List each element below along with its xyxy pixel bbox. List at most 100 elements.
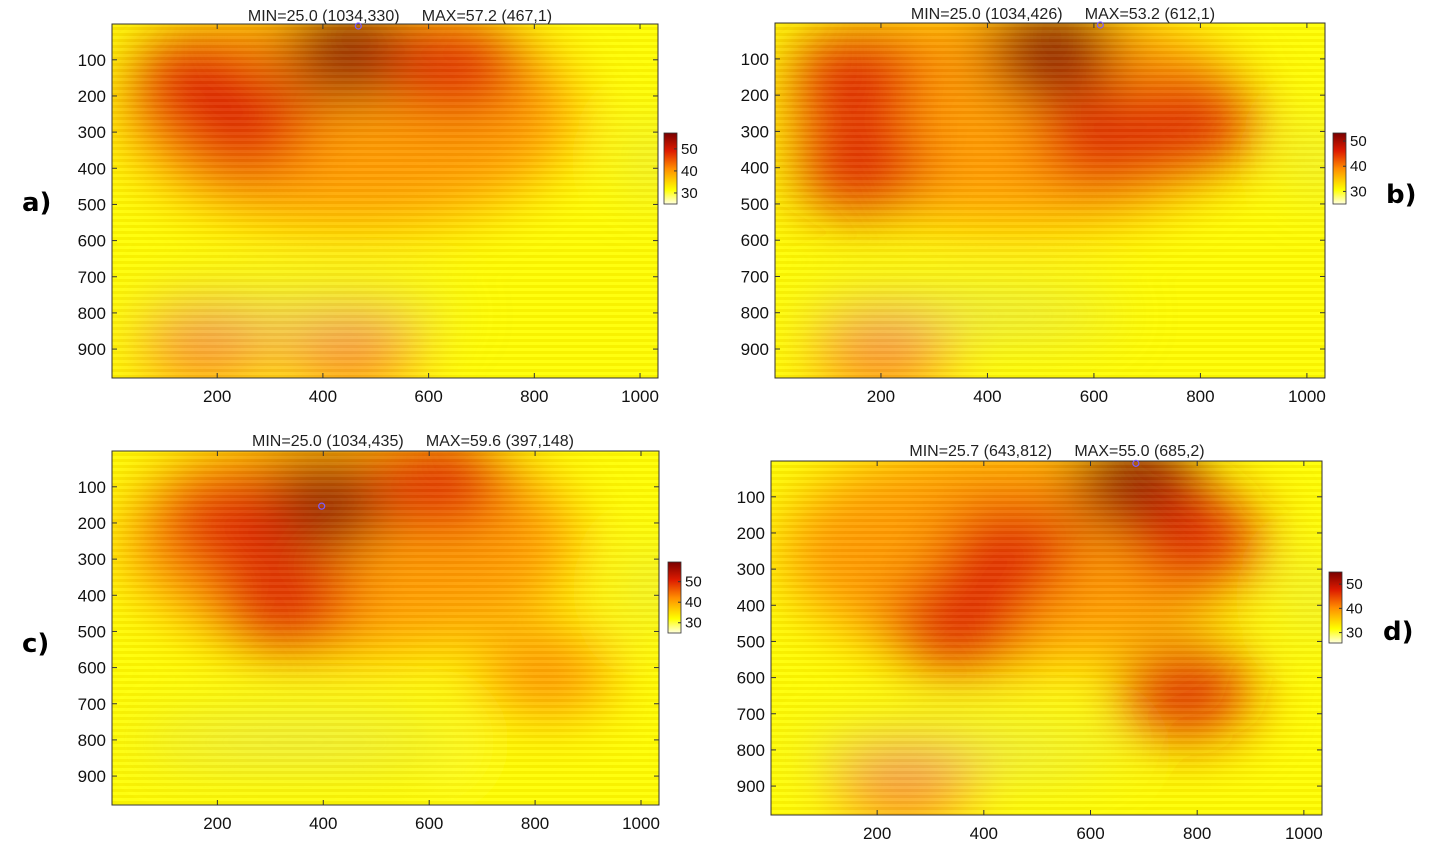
colorbar-tick-label: 50 [681, 141, 698, 158]
y-tick-label: 100 [737, 488, 765, 507]
y-tick-label: 800 [78, 304, 106, 323]
colorbar-tick-label: 50 [685, 574, 702, 591]
panel-c-heatmap [111, 450, 660, 806]
x-tick-label: 200 [203, 387, 231, 406]
y-tick-label: 700 [741, 267, 769, 286]
colorbar-tick-label: 30 [685, 615, 702, 632]
panel-b-colorbar: 30 40 50 [1332, 132, 1367, 205]
x-tick-label: 1000 [1288, 387, 1326, 406]
panel-a-colorbar: 30 40 50 [663, 132, 698, 205]
panel-c-tag: c) [22, 629, 49, 659]
x-tick-label: 1000 [621, 387, 659, 406]
x-tick-label: 400 [970, 824, 998, 843]
colorbar-tick-label: 50 [1350, 133, 1367, 150]
panel-d: MIN=25.7 (643,812) MAX=55.0 (685,2) 200 4… [737, 443, 1414, 843]
y-tick-label: 700 [78, 695, 106, 714]
x-tick-label: 600 [415, 814, 443, 833]
y-tick-label: 400 [78, 159, 106, 178]
max-marker [1132, 459, 1140, 467]
y-tick-label: 400 [737, 596, 765, 615]
colorbar-scale [1328, 571, 1343, 644]
y-tick-label: 100 [741, 50, 769, 69]
y-tick-label: 100 [78, 478, 106, 497]
x-tick-label: 600 [1080, 387, 1108, 406]
y-tick-label: 900 [78, 340, 106, 359]
max-marker [354, 22, 362, 30]
colorbar-scale [663, 132, 678, 205]
scan-lines [112, 451, 659, 805]
panel-d-title: MIN=25.7 (643,812) MAX=55.0 (685,2) [909, 443, 1204, 460]
y-tick-label: 900 [741, 340, 769, 359]
panel-a-title: MIN=25.0 (1034,330) MAX=57.2 (467,1) [248, 8, 552, 25]
y-tick-label: 800 [737, 741, 765, 760]
colorbar-tick-label: 30 [681, 185, 698, 202]
colorbar-tick-label: 30 [1346, 625, 1363, 642]
x-tick-label: 400 [309, 814, 337, 833]
y-tick-label: 800 [78, 731, 106, 750]
colorbar-tick-label: 40 [1346, 600, 1363, 617]
panel-b-title: MIN=25.0 (1034,426) MAX=53.2 (612,1) [911, 6, 1215, 23]
x-tick-label: 200 [203, 814, 231, 833]
y-tick-label: 400 [78, 586, 106, 605]
y-tick-label: 600 [741, 231, 769, 250]
scan-lines [775, 23, 1325, 378]
x-tick-label: 200 [867, 387, 895, 406]
x-tick-label: 800 [521, 814, 549, 833]
panel-a-heatmap [111, 22, 659, 379]
panel-d-colorbar: 30 40 50 [1328, 571, 1363, 644]
max-marker [1096, 21, 1104, 29]
colorbar-tick-label: 40 [685, 594, 702, 611]
x-tick-label: 400 [309, 387, 337, 406]
y-tick-label: 300 [78, 123, 106, 142]
y-tick-label: 500 [78, 622, 106, 641]
y-tick-label: 200 [78, 514, 106, 533]
x-tick-label: 400 [973, 387, 1001, 406]
y-tick-label: 200 [78, 87, 106, 106]
panel-b-heatmap [774, 21, 1326, 379]
y-tick-label: 800 [741, 304, 769, 323]
panel-b: MIN=25.0 (1034,426) MAX=53.2 (612,1) 200… [741, 6, 1417, 406]
panel-c-title: MIN=25.0 (1034,435) MAX=59.6 (397,148) [252, 433, 574, 450]
colorbar-tick-label: 40 [681, 163, 698, 180]
y-tick-label: 900 [78, 767, 106, 786]
y-tick-label: 700 [737, 705, 765, 724]
y-tick-label: 600 [78, 232, 106, 251]
y-tick-label: 400 [741, 159, 769, 178]
x-tick-label: 600 [1076, 824, 1104, 843]
y-tick-label: 500 [737, 632, 765, 651]
y-tick-label: 100 [78, 51, 106, 70]
y-tick-label: 200 [737, 524, 765, 543]
y-tick-label: 600 [737, 669, 765, 688]
y-tick-label: 600 [78, 659, 106, 678]
panel-c: MIN=25.0 (1034,435) MAX=59.6 (397,148) 2… [22, 433, 702, 833]
panel-d-axis-ticks: 200 400 600 800 1000 100 200 300 400 500 600 700 800… [737, 461, 1323, 843]
y-tick-label: 300 [78, 550, 106, 569]
colorbar-tick-label: 30 [1350, 183, 1367, 200]
panel-c-axis-ticks: 200 400 600 800 1000 100 200 300 400 500 600 700 800… [78, 451, 660, 833]
panel-d-tag: d) [1383, 617, 1414, 647]
colorbar-tick-label: 50 [1346, 576, 1363, 593]
scan-lines [771, 461, 1322, 815]
colorbar-scale [1332, 132, 1347, 205]
x-tick-label: 600 [414, 387, 442, 406]
panel-a: MIN=25.0 (1034,330) MAX=57.2 (467,1) 200… [22, 8, 698, 406]
plot-frame [111, 450, 660, 806]
y-tick-label: 300 [737, 560, 765, 579]
x-tick-label: 800 [1186, 387, 1214, 406]
scan-lines [112, 24, 658, 378]
panel-b-axis-ticks: 200 400 600 800 1000 100 200 300 400 500 600 700 800… [741, 23, 1326, 406]
panel-d-heatmap [770, 459, 1323, 816]
plot-frame [111, 23, 659, 379]
panel-c-colorbar: 30 40 50 [667, 561, 702, 634]
y-tick-label: 200 [741, 86, 769, 105]
x-tick-label: 1000 [1285, 824, 1323, 843]
x-tick-label: 800 [1183, 824, 1211, 843]
panel-b-tag: b) [1386, 180, 1417, 210]
y-tick-label: 700 [78, 268, 106, 287]
x-tick-label: 800 [520, 387, 548, 406]
plot-frame [774, 22, 1326, 379]
x-tick-label: 200 [863, 824, 891, 843]
colorbar-tick-label: 40 [1350, 158, 1367, 175]
colorbar-scale [667, 561, 682, 634]
